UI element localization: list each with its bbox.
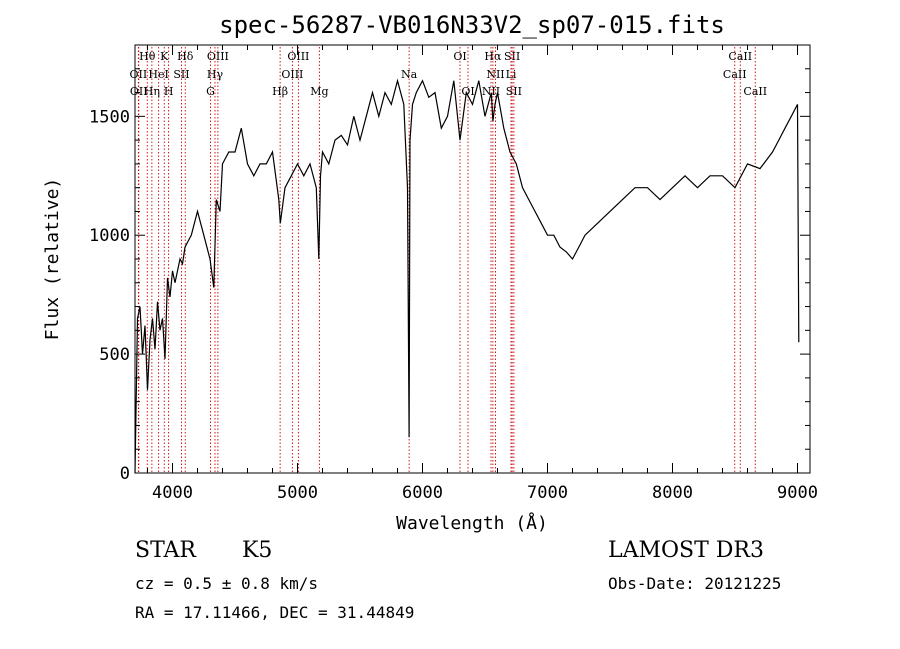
- line-marker-label: Hγ: [207, 68, 224, 81]
- line-marker-label: G: [206, 85, 215, 98]
- x-tick-label: 7000: [527, 483, 568, 503]
- x-tick-label: 4000: [152, 483, 193, 503]
- line-marker-label: Mg: [310, 85, 328, 98]
- line-marker-label: CaII: [723, 68, 747, 81]
- line-marker-label: NII: [486, 68, 504, 81]
- y-tick-label: 1500: [89, 107, 130, 127]
- line-marker-label: OII: [130, 68, 148, 81]
- spectral-subclass: K5: [242, 538, 273, 563]
- line-marker-label: Na: [401, 68, 418, 81]
- x-axis-label: Wavelength (Å): [396, 512, 548, 534]
- plot-frame: [134, 44, 811, 474]
- line-marker-label: Li: [506, 68, 517, 81]
- line-marker-label: OIII: [287, 50, 309, 63]
- object-type: STAR: [135, 538, 196, 563]
- y-tick-label: 1000: [89, 226, 130, 246]
- survey-name: LAMOST DR3: [608, 538, 764, 563]
- line-marker-label: HeI: [148, 68, 168, 81]
- line-marker-label: CaII: [743, 85, 767, 98]
- observation-date: Obs-Date: 20121225: [608, 574, 782, 593]
- x-tick-label: 5000: [277, 483, 318, 503]
- line-marker-label: OII: [130, 85, 148, 98]
- line-marker-label: CaII: [728, 50, 752, 63]
- line-marker-label: Hη: [144, 85, 160, 98]
- x-tick-label: 6000: [402, 483, 443, 503]
- line-marker-label: Hβ: [272, 85, 288, 98]
- line-marker-label: H: [164, 85, 174, 98]
- redshift-cz: cz = 0.5 ± 0.8 km/s: [135, 574, 319, 593]
- line-marker-label: OI: [453, 50, 466, 63]
- y-axis-label: Flux (relative): [42, 178, 63, 341]
- x-tick-label: 8000: [652, 483, 693, 503]
- coordinates: RA = 17.11466, DEC = 31.44849: [135, 603, 415, 622]
- line-marker-label: SII: [504, 50, 520, 63]
- line-marker-label: Hδ: [177, 50, 194, 63]
- y-tick-label: 500: [99, 345, 130, 365]
- line-marker-label: SII: [506, 85, 522, 98]
- line-marker-label: Hθ: [139, 50, 156, 63]
- chart-title: spec-56287-VB016N33V2_sp07-015.fits: [219, 11, 725, 39]
- spectrum-series-line: [134, 78, 800, 474]
- line-marker-label: K: [160, 50, 169, 63]
- line-marker-label: SII: [173, 68, 189, 81]
- line-marker-label: Hα: [484, 50, 502, 63]
- x-tick-label: 9000: [777, 483, 818, 503]
- y-tick-label: 0: [120, 464, 130, 484]
- line-marker-label: OIII: [207, 50, 229, 63]
- axis-ticks: 4000 5000 6000 7000 8000 9000 0 500 1000 1500: [89, 45, 818, 503]
- line-marker-label: OI: [461, 85, 474, 98]
- line-marker-label: NII: [482, 85, 500, 98]
- line-marker-label: OIII: [281, 68, 303, 81]
